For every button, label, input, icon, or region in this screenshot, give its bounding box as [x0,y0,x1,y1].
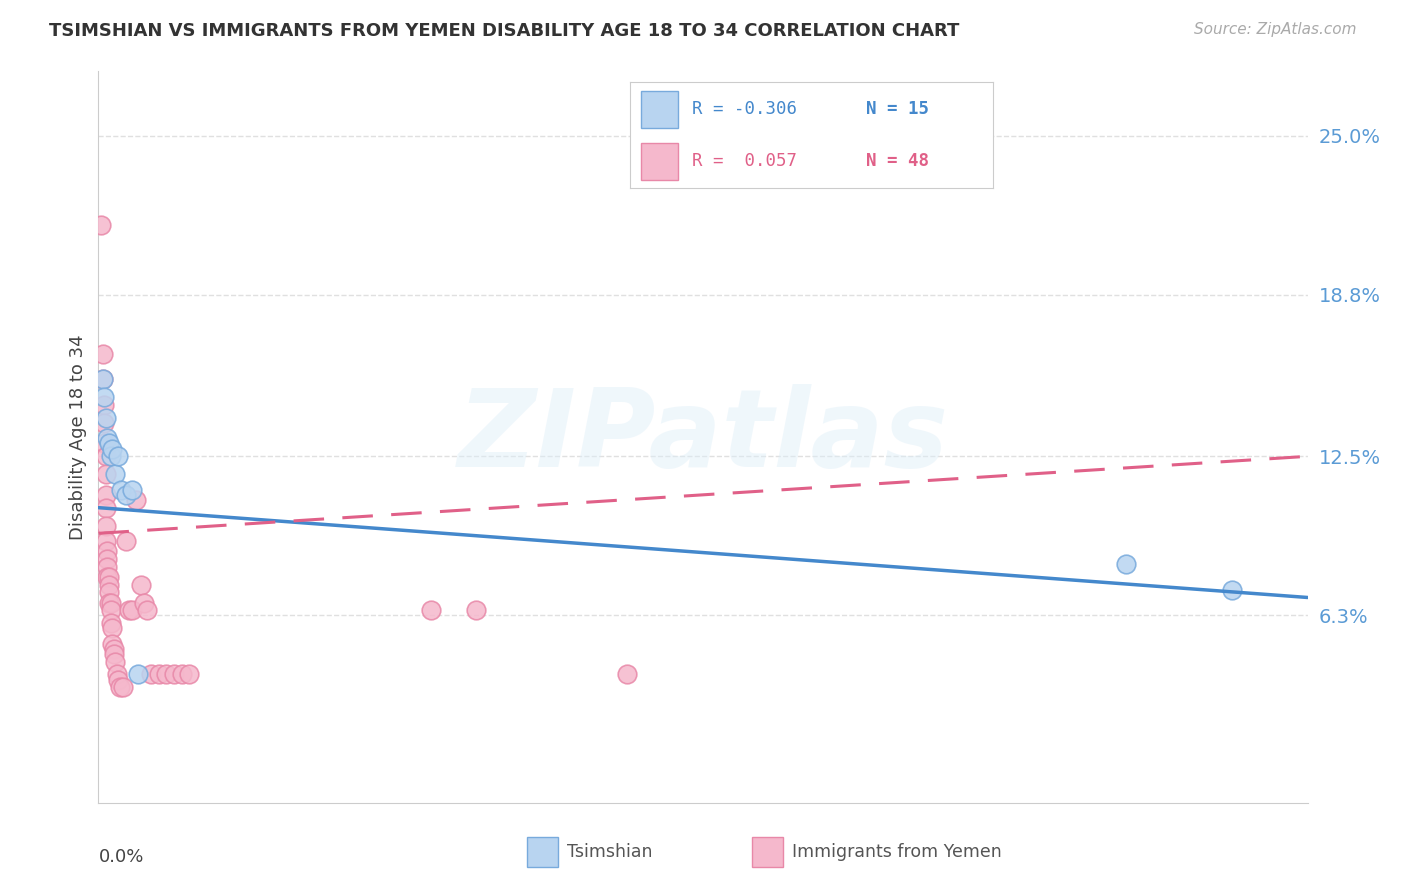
Point [94,488,117,502]
Point [107,450,129,464]
Point [98,570,121,584]
Point [100,450,122,464]
Text: 0.0%: 0.0% [98,848,143,866]
Point [129,577,152,591]
Point [148,667,170,681]
Point [98,585,121,599]
Point [93,390,115,404]
Point [127,667,149,681]
Point [100,596,122,610]
Point [1220,582,1243,597]
Point [96,570,118,584]
Point [104,467,127,482]
Point [1115,557,1137,571]
Point [96,552,118,566]
Point [94,518,117,533]
Point [104,655,127,669]
Point [420,603,443,617]
Point [132,596,155,610]
Point [101,621,124,635]
Point [118,603,141,617]
Point [101,637,124,651]
Point [616,667,638,681]
Point [91,372,114,386]
Point [94,410,117,425]
Point [111,681,134,695]
Point [94,534,117,549]
Point [103,641,125,656]
Point [141,667,163,681]
Point [163,667,186,681]
Point [100,616,122,631]
Point [108,681,131,695]
Point [90,219,112,233]
Point [98,596,121,610]
Point [98,577,121,591]
Point [93,436,115,450]
Text: Source: ZipAtlas.com: Source: ZipAtlas.com [1194,22,1357,37]
Text: Tsimshian: Tsimshian [567,843,652,861]
Y-axis label: Disability Age 18 to 34: Disability Age 18 to 34 [69,334,87,540]
Point [105,667,128,681]
Point [98,436,121,450]
Point [94,500,117,515]
Point [135,603,157,617]
Point [155,667,177,681]
Point [103,647,125,661]
Point [170,667,193,681]
Point [101,442,124,456]
Point [94,450,117,464]
Point [96,544,118,558]
Point [110,483,132,497]
Point [93,398,115,412]
Point [125,492,148,507]
Point [121,483,143,497]
Text: Immigrants from Yemen: Immigrants from Yemen [792,843,1001,861]
Point [179,667,201,681]
Point [114,488,136,502]
Text: ZIPatlas: ZIPatlas [457,384,949,490]
Point [121,603,143,617]
Point [91,346,114,360]
Point [96,431,118,445]
Point [100,603,122,617]
Point [107,673,129,687]
Text: TSIMSHIAN VS IMMIGRANTS FROM YEMEN DISABILITY AGE 18 TO 34 CORRELATION CHART: TSIMSHIAN VS IMMIGRANTS FROM YEMEN DISAB… [49,22,959,40]
Point [465,603,488,617]
Point [114,534,136,549]
Point [96,559,118,574]
Point [91,372,114,386]
Point [94,467,117,482]
Point [93,416,115,430]
